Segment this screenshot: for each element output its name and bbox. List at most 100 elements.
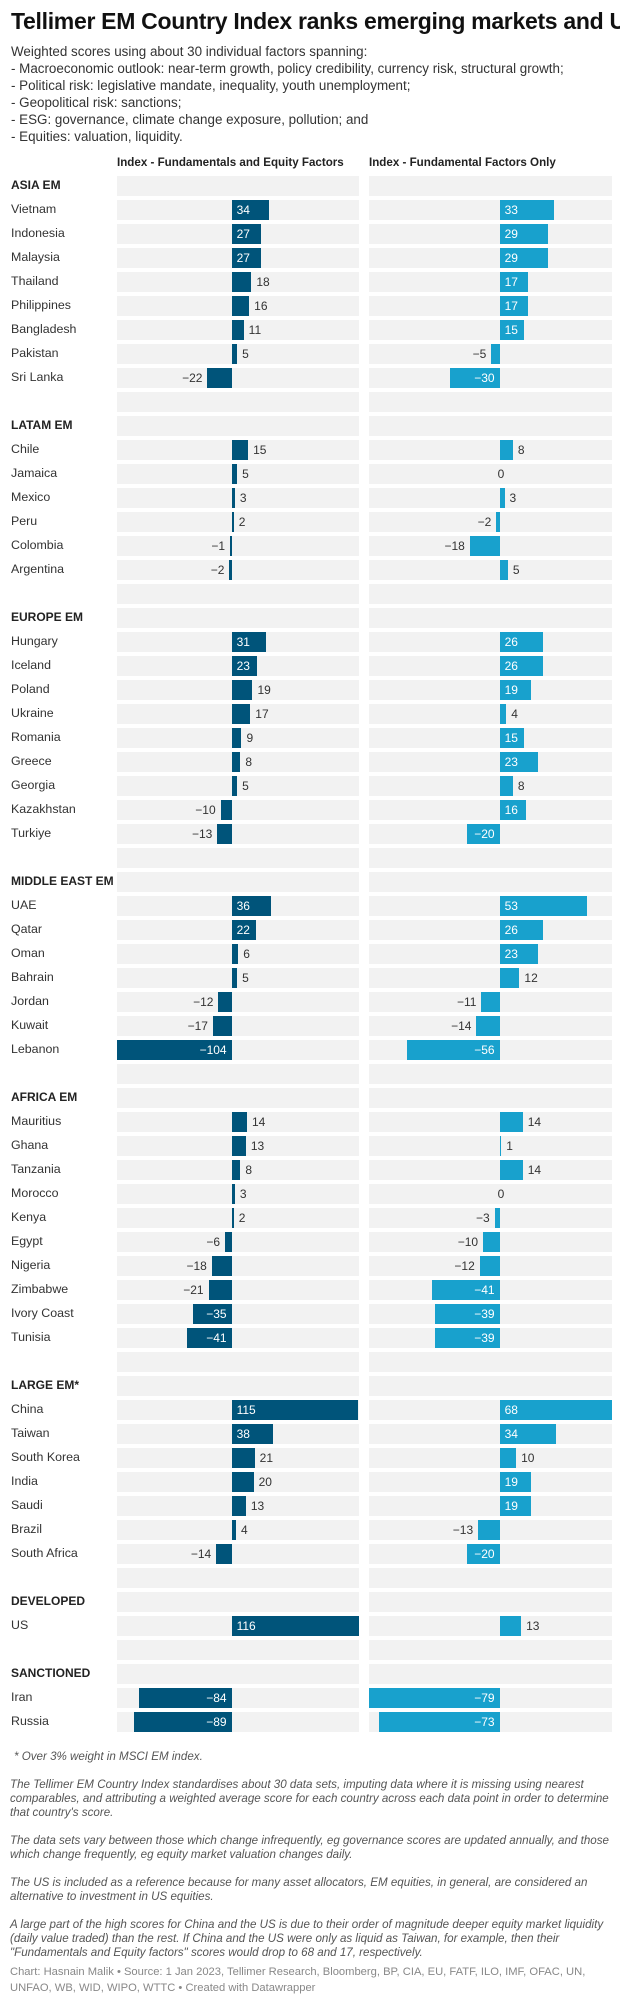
bar-fundamental <box>499 1112 523 1132</box>
track-equity <box>117 488 359 508</box>
value-label-equity: 34 <box>236 203 250 217</box>
country-row: Kazakhstan −10 16 <box>0 800 620 820</box>
value-label-equity: 8 <box>245 755 253 769</box>
value-label-equity: −89 <box>206 1715 227 1729</box>
value-label-equity: −6 <box>206 1235 221 1249</box>
country-row: South Korea 21 10 <box>0 1448 620 1468</box>
track-fundamental <box>369 584 612 604</box>
country-label: Greece <box>11 754 52 768</box>
track-fundamental <box>369 1496 612 1516</box>
track-equity <box>117 1184 359 1204</box>
bar-equity <box>117 1040 232 1060</box>
bar-equity <box>218 992 232 1012</box>
value-label-equity: −13 <box>191 827 213 841</box>
column-header-equity: Index - Fundamentals and Equity Factors <box>117 156 344 169</box>
value-label-fundamental: 29 <box>504 251 518 265</box>
track-fundamental <box>369 1136 612 1156</box>
country-label: Peru <box>11 514 38 528</box>
value-label-equity: 5 <box>242 467 249 481</box>
value-label-fundamental: −18 <box>444 539 465 553</box>
group-header-row: DEVELOPED <box>0 1592 620 1612</box>
track-equity <box>117 1064 359 1084</box>
note-paragraph: The data sets vary between those which c… <box>10 1834 609 1861</box>
country-row: Poland 19 19 <box>0 680 620 700</box>
value-label-fundamental: 26 <box>504 659 518 673</box>
note-paragraph: A large part of the high scores for Chin… <box>10 1918 604 1959</box>
bar-fundamental <box>499 632 543 652</box>
track-equity <box>117 800 359 820</box>
track-fundamental <box>369 848 612 868</box>
country-row: Zimbabwe −21 −41 <box>0 1280 620 1300</box>
value-label-equity: −35 <box>206 1307 227 1321</box>
country-label: Chile <box>11 442 40 456</box>
country-row: Philippines 16 17 <box>0 296 620 316</box>
bar-fundamental <box>494 1208 500 1228</box>
bar-equity <box>133 1712 232 1732</box>
country-label: Zimbabwe <box>11 1282 69 1296</box>
track-fundamental <box>369 1064 612 1084</box>
bar-equity <box>216 1544 232 1564</box>
value-label-equity: 17 <box>255 707 269 721</box>
country-row: Taiwan 38 34 <box>0 1424 620 1444</box>
bar-equity <box>231 1208 234 1228</box>
value-label-fundamental: −13 <box>452 1523 474 1537</box>
country-label: Qatar <box>11 922 42 936</box>
value-label-equity: 2 <box>238 515 246 529</box>
bar-fundamental <box>499 1136 502 1156</box>
track-equity <box>117 968 359 988</box>
bar-fundamental <box>499 248 548 268</box>
value-label-fundamental: −14 <box>451 1019 472 1033</box>
value-label-fundamental: 68 <box>504 1403 518 1417</box>
country-row: Chile 15 8 <box>0 440 620 460</box>
value-label-fundamental: 34 <box>504 1427 518 1441</box>
bar-fundamental <box>499 704 507 724</box>
bar-fundamental <box>499 680 531 700</box>
value-label-equity: 11 <box>248 323 262 337</box>
bar-equity <box>225 1232 232 1252</box>
track-fundamental <box>369 968 612 988</box>
value-label-fundamental: 14 <box>527 1163 542 1177</box>
track-fundamental <box>369 224 612 244</box>
track-fundamental <box>369 704 612 724</box>
column-header-fundamental: Index - Fundamental Factors Only <box>369 156 556 169</box>
value-label-equity: −104 <box>199 1043 227 1057</box>
bar-fundamental <box>435 1328 500 1348</box>
country-label: Pakistan <box>11 346 59 360</box>
value-label-equity: −41 <box>206 1331 227 1345</box>
chart-title: Tellimer EM Country Index ranks emerging… <box>11 8 620 34</box>
bar-equity <box>231 296 250 316</box>
value-label-fundamental: −12 <box>454 1259 475 1273</box>
country-label: India <box>11 1474 38 1488</box>
country-row: Thailand 18 17 <box>0 272 620 292</box>
value-label-fundamental: −20 <box>474 827 495 841</box>
country-label: Egypt <box>11 1234 43 1248</box>
spacer-row <box>0 1064 620 1084</box>
bar-equity <box>229 560 232 580</box>
country-label: Lebanon <box>11 1042 60 1056</box>
track-equity <box>117 536 359 556</box>
bar-equity <box>231 968 238 988</box>
country-label: Mexico <box>11 490 51 504</box>
value-label-equity: −10 <box>195 803 216 817</box>
value-label-equity: 5 <box>242 779 249 793</box>
country-row: UAE 36 53 <box>0 896 620 916</box>
track-equity <box>117 584 359 604</box>
spacer-row <box>0 1568 620 1588</box>
country-row: Qatar 22 26 <box>0 920 620 940</box>
country-label: Tanzania <box>11 1162 61 1176</box>
value-label-fundamental: −3 <box>475 1211 490 1225</box>
track-fundamental <box>369 1472 612 1492</box>
country-label: Kazakhstan <box>11 802 76 816</box>
group-header-row: MIDDLE EAST EM <box>0 872 620 892</box>
value-label-equity: 5 <box>242 347 249 361</box>
value-label-fundamental: 33 <box>504 203 518 217</box>
value-label-fundamental: −2 <box>477 515 492 529</box>
group-label: MIDDLE EAST EM <box>11 874 114 888</box>
country-row: Egypt −6 −10 <box>0 1232 620 1252</box>
track-equity <box>117 1304 359 1324</box>
country-label: Taiwan <box>11 1426 50 1440</box>
value-label-equity: 36 <box>236 899 250 913</box>
value-label-fundamental: −41 <box>474 1283 495 1297</box>
country-row: Peru 2 −2 <box>0 512 620 532</box>
track-equity <box>117 1592 359 1612</box>
